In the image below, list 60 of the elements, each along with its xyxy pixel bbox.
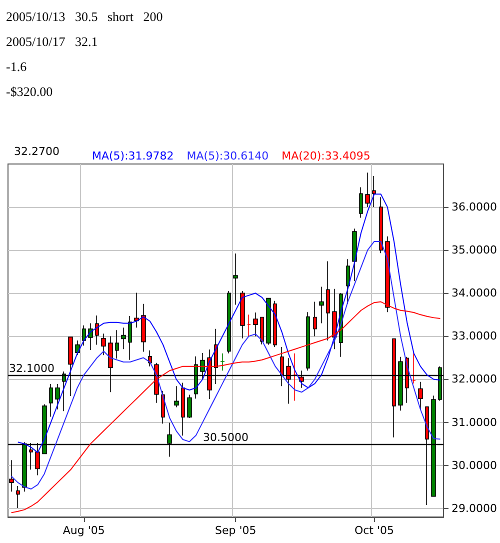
- candlestick: [293, 353, 297, 402]
- candlestick: [319, 286, 324, 324]
- y-tick-label: 36.0000: [452, 200, 498, 214]
- y-tick-label: 33.0000: [452, 330, 498, 343]
- candlestick: [365, 172, 370, 208]
- candlestick: [240, 290, 245, 339]
- candlestick: [379, 196, 383, 254]
- candlestick: [161, 390, 165, 424]
- text: -1.6: [6, 58, 28, 76]
- candlestick: [187, 394, 192, 418]
- candlestick: [128, 316, 132, 360]
- candlestick: [181, 382, 185, 436]
- y-tick-label: 29.0000: [452, 502, 498, 515]
- candlestick: [227, 290, 231, 354]
- candlestick: [418, 381, 423, 410]
- candlestick: [75, 340, 80, 356]
- candlestick: [266, 298, 271, 346]
- y-tick-label: 35.0000: [452, 244, 498, 257]
- candlestick: [220, 353, 225, 372]
- candlestick: [352, 228, 357, 282]
- candlestick: [141, 304, 146, 352]
- candlestick: [253, 312, 258, 337]
- text: 2005/10/13 30.5 short 200: [6, 8, 163, 26]
- text: -$320.00: [6, 83, 54, 101]
- candlestick: [306, 312, 310, 372]
- candlestick: [260, 316, 264, 345]
- text: MA(5):31.9782: [92, 150, 174, 162]
- y-tick-label: 34.0000: [452, 286, 498, 300]
- text: 32.2700: [14, 145, 60, 158]
- x-tick-label: Aug '05: [62, 524, 105, 537]
- candlestick: [55, 384, 60, 410]
- text: 2005/10/17 32.1: [6, 33, 99, 51]
- candlestick: [359, 186, 363, 218]
- candlestick: [174, 386, 179, 408]
- candlestick: [313, 301, 317, 337]
- candlestick: [16, 486, 20, 508]
- ref-line-label: 30.5000: [203, 430, 249, 444]
- candlestick: [134, 292, 139, 328]
- y-tick-label: 30.0000: [452, 458, 498, 472]
- y-tick-label: 32.0000: [452, 372, 498, 386]
- candlestick: [346, 258, 350, 304]
- candlestick: [9, 460, 14, 492]
- ref-line-label: 32.1000: [9, 362, 54, 375]
- candlestick: [412, 353, 416, 384]
- candlestick: [115, 330, 119, 359]
- candlestick: [121, 327, 126, 350]
- y-tick-label: 31.0000: [452, 416, 498, 429]
- candlestick: [273, 300, 277, 348]
- line-series: [10, 240, 441, 490]
- candlestick: [247, 314, 251, 337]
- candlestick: [233, 253, 238, 306]
- candlestick: [95, 315, 99, 346]
- text: MA(5):30.6140: [186, 150, 269, 162]
- candlestick: [101, 333, 106, 356]
- text: MA(20):33.4095: [282, 150, 370, 162]
- candlestick: [82, 325, 86, 346]
- candlestick: [49, 384, 53, 418]
- x-tick-label: Sep '05: [215, 524, 256, 537]
- x-tick-label: Oct '05: [354, 524, 394, 537]
- candlestick: [372, 176, 376, 208]
